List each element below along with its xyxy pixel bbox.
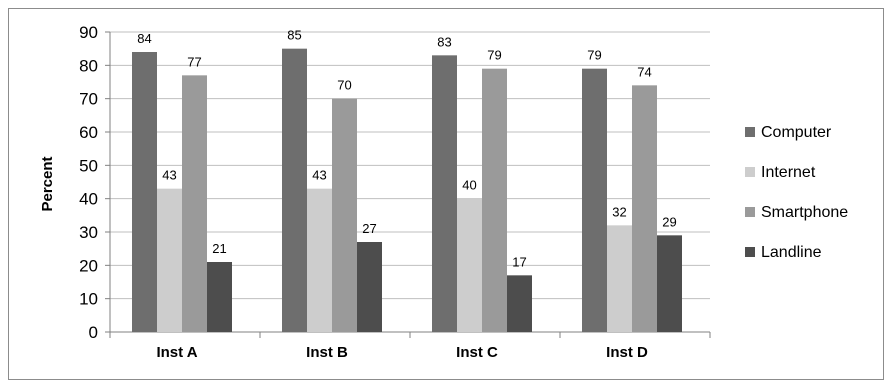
bar-internet-inst-b — [307, 188, 332, 332]
y-tick-label: 30 — [79, 223, 98, 242]
data-label: 77 — [187, 54, 201, 69]
data-label: 79 — [587, 48, 601, 63]
bar-internet-inst-a — [157, 188, 182, 332]
data-label: 29 — [662, 214, 676, 229]
y-tick-label: 20 — [79, 256, 98, 275]
y-tick-label: 40 — [79, 190, 98, 209]
data-label: 43 — [312, 168, 326, 183]
data-label: 84 — [137, 31, 151, 46]
x-tick-label: Inst B — [306, 344, 348, 361]
bar-landline-inst-a — [207, 262, 232, 332]
bar-computer-inst-c — [432, 55, 457, 332]
legend-label: Internet — [761, 164, 816, 181]
x-tick-label: Inst D — [606, 344, 648, 361]
bar-computer-inst-a — [132, 52, 157, 332]
data-label: 79 — [487, 48, 501, 63]
bars — [132, 48, 682, 333]
bar-landline-inst-b — [357, 242, 382, 332]
y-axis-label: Percent — [39, 156, 56, 211]
data-label: 83 — [437, 34, 451, 49]
data-label: 40 — [462, 178, 476, 193]
legend-label: Computer — [761, 124, 832, 141]
bar-landline-inst-c — [507, 275, 532, 332]
y-tick-label: 10 — [79, 290, 98, 309]
y-tick-label: 50 — [79, 156, 98, 175]
bar-smartphone-inst-c — [482, 68, 507, 333]
y-tick-label: 80 — [79, 56, 98, 75]
legend-swatch — [745, 247, 755, 257]
y-tick-label: 90 — [79, 23, 98, 42]
data-label: 17 — [512, 254, 526, 269]
data-label: 85 — [287, 28, 301, 43]
bar-internet-inst-c — [457, 198, 482, 332]
legend-label: Smartphone — [761, 204, 848, 221]
bar-landline-inst-d — [657, 235, 682, 332]
legend-label: Landline — [761, 244, 822, 261]
x-tick-label: Inst C — [456, 344, 498, 361]
legend: Computer Internet Smartphone Landline — [745, 124, 848, 261]
y-tick-label: 60 — [79, 123, 98, 142]
bar-computer-inst-d — [582, 68, 607, 333]
data-label: 21 — [212, 241, 226, 256]
data-labels: 84 43 77 21 85 43 70 27 83 40 79 17 79 32 74 29 — [137, 28, 676, 270]
x-tick-label: Inst A — [156, 344, 197, 361]
legend-swatch — [745, 207, 755, 217]
bar-smartphone-inst-a — [182, 75, 207, 332]
data-label: 74 — [637, 64, 651, 79]
bar-computer-inst-b — [282, 48, 307, 333]
bar-internet-inst-d — [607, 225, 632, 332]
data-label: 43 — [162, 168, 176, 183]
data-label: 27 — [362, 221, 376, 236]
legend-swatch — [745, 127, 755, 137]
data-label: 32 — [612, 204, 626, 219]
y-tick-label: 70 — [79, 90, 98, 109]
bar-smartphone-inst-b — [332, 98, 357, 333]
bar-smartphone-inst-d — [632, 85, 657, 332]
data-label: 70 — [337, 78, 351, 93]
axes: 0 10 20 30 40 50 60 70 80 90 Inst A Inst B Inst C Ins… — [79, 23, 711, 361]
legend-swatch — [745, 167, 755, 177]
y-tick-label: 0 — [89, 323, 98, 342]
